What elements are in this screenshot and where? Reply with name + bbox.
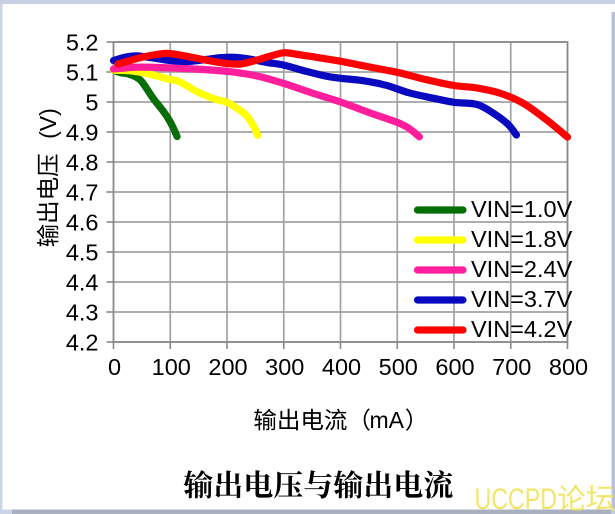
svg-text:mA: mA <box>370 407 405 433</box>
svg-text:0: 0 <box>108 354 121 380</box>
svg-text:5: 5 <box>85 90 98 116</box>
svg-text:VIN=2.4V: VIN=2.4V <box>471 256 573 282</box>
svg-text:100: 100 <box>152 354 191 380</box>
svg-text:800: 800 <box>549 354 588 380</box>
svg-text:VIN=1.0V: VIN=1.0V <box>471 196 573 222</box>
svg-text:4.4: 4.4 <box>66 270 99 296</box>
svg-text:4.5: 4.5 <box>66 240 99 266</box>
svg-text:700: 700 <box>492 354 531 380</box>
svg-text:4.7: 4.7 <box>66 180 99 206</box>
svg-text:200: 200 <box>208 354 247 380</box>
svg-text:600: 600 <box>435 354 474 380</box>
svg-text:4.8: 4.8 <box>66 150 99 176</box>
svg-text:VIN=4.2V: VIN=4.2V <box>471 316 573 342</box>
svg-text:5.1: 5.1 <box>66 60 99 86</box>
svg-text:5.2: 5.2 <box>66 30 99 56</box>
svg-text:(V): (V) <box>35 108 61 139</box>
svg-text:4.3: 4.3 <box>66 300 99 326</box>
svg-text:4.6: 4.6 <box>66 210 99 236</box>
svg-text:300: 300 <box>265 354 304 380</box>
svg-text:400: 400 <box>322 354 361 380</box>
svg-text:4.2: 4.2 <box>66 330 99 356</box>
svg-text:500: 500 <box>379 354 418 380</box>
svg-text:VIN=1.8V: VIN=1.8V <box>471 226 573 252</box>
svg-text:UCCPD: UCCPD <box>475 483 558 514</box>
svg-text:VIN=3.7V: VIN=3.7V <box>471 286 573 312</box>
svg-text:4.9: 4.9 <box>66 120 99 146</box>
